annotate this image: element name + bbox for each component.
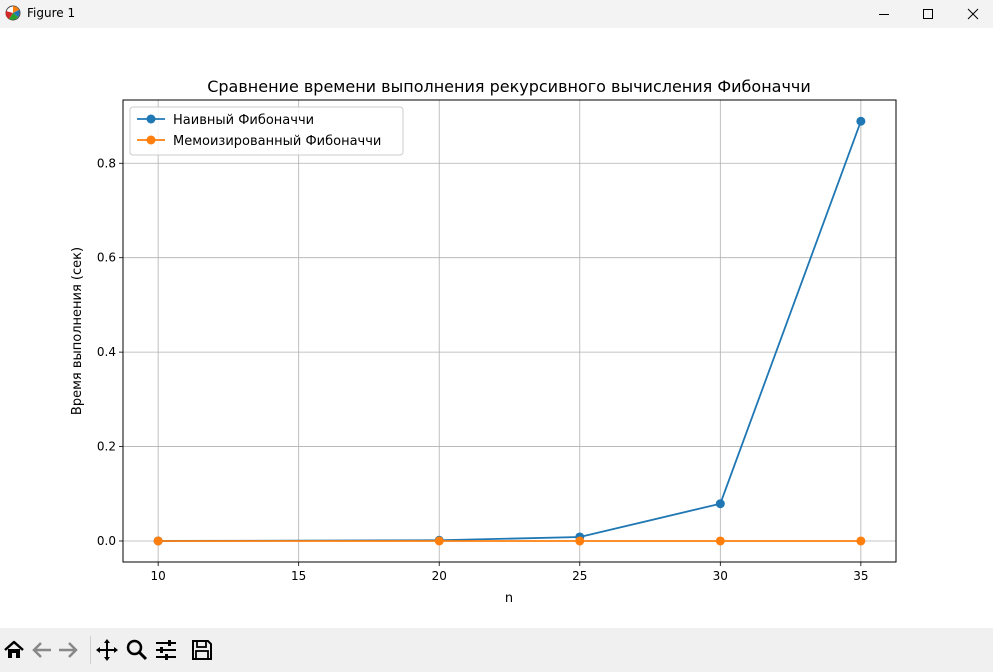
- figure-canvas: Сравнение времени выполнения рекурсивног…: [0, 28, 993, 628]
- x-tick-label: 20: [432, 569, 447, 583]
- x-tick-label: 10: [150, 569, 165, 583]
- series-2-point: [715, 536, 725, 546]
- y-axis-label: Время выполнения (сек): [70, 247, 85, 415]
- legend: Наивный Фибоначчи Мемоизированный Фибонач…: [129, 106, 404, 156]
- minimize-button[interactable]: [861, 0, 907, 28]
- series-2-point: [856, 536, 866, 546]
- series-1-point: [715, 499, 725, 509]
- close-icon: [967, 8, 979, 20]
- series-line-1: [158, 120, 862, 542]
- pan-button[interactable]: [95, 638, 119, 662]
- legend-label-2: Мемоизированный Фибоначчи: [173, 134, 381, 149]
- configure-subplots-icon: [156, 640, 176, 660]
- pan-icon: [96, 639, 118, 661]
- x-tick-label: 30: [713, 569, 728, 583]
- matplotlib-app-icon: [5, 5, 21, 21]
- series-2-point: [575, 536, 585, 546]
- home-button[interactable]: [2, 638, 26, 662]
- y-tick-label: 0.8: [97, 156, 116, 170]
- legend-box: [129, 106, 404, 156]
- x-tick-label: 35: [853, 569, 868, 583]
- window-title: Figure 1: [27, 6, 76, 20]
- y-tick-label: 0.2: [97, 440, 116, 454]
- window-titlebar: Figure 1: [0, 0, 993, 28]
- save-button[interactable]: [190, 638, 214, 662]
- series-2-point: [434, 536, 444, 546]
- x-axis-label: n: [505, 591, 513, 606]
- back-button[interactable]: [30, 638, 54, 662]
- maximize-icon: [923, 9, 933, 19]
- line-chart: Сравнение времени выполнения рекурсивног…: [70, 77, 897, 606]
- series-1-point: [856, 116, 866, 126]
- configure-subplots-button[interactable]: [154, 638, 178, 662]
- minimize-icon: [879, 14, 889, 15]
- home-icon: [4, 640, 24, 658]
- legend-marker-2: [146, 135, 156, 145]
- x-tick-label: 15: [291, 569, 306, 583]
- navigation-toolbar: [0, 628, 993, 672]
- toolbar-separator: [90, 636, 91, 664]
- forward-button[interactable]: [56, 638, 80, 662]
- zoom-icon: [126, 639, 148, 661]
- forward-arrow-icon: [59, 642, 78, 658]
- zoom-button[interactable]: [125, 638, 149, 662]
- y-tick-label: 0.6: [97, 251, 116, 265]
- chart-title: Сравнение времени выполнения рекурсивног…: [207, 77, 811, 96]
- x-tick-label: 25: [572, 569, 587, 583]
- legend-label-1: Наивный Фибоначчи: [173, 113, 314, 128]
- legend-marker-1: [146, 114, 156, 124]
- plot-frame: [122, 99, 897, 563]
- close-button[interactable]: [950, 0, 993, 28]
- save-icon: [192, 640, 212, 660]
- back-arrow-icon: [32, 642, 51, 658]
- y-tick-label: 0.4: [97, 345, 116, 359]
- y-tick-label: 0.0: [97, 534, 116, 548]
- series-2-point: [153, 536, 163, 546]
- maximize-button[interactable]: [905, 0, 951, 28]
